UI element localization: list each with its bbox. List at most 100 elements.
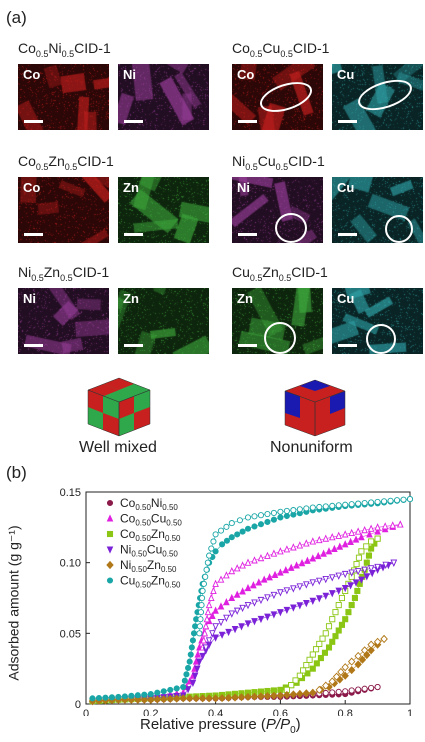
legend-label: Ni0.50Zn0.50 [120,558,177,574]
data-point-desorption [315,535,323,544]
x-tick-label: 0.6 [273,708,288,716]
legend-label-part: 0.50 [162,550,178,559]
data-point-desorption [270,591,278,600]
data-point-adsorption [244,525,252,532]
data-point-adsorption [298,558,306,567]
data-point-adsorption [341,585,349,593]
data-point-adsorption [183,671,190,678]
data-point-desorption [197,616,204,623]
data-point-adsorption [218,693,226,703]
data-point-adsorption [331,544,338,553]
nonuniform-cube-icon [284,379,346,437]
data-point-adsorption [322,592,330,600]
data-point-desorption [389,521,397,529]
data-point-desorption [303,505,310,512]
x-axis-label-variable: P/P [265,716,291,733]
data-point-desorption [322,681,330,690]
data-point-desorption [296,672,303,679]
data-point-adsorption [257,615,265,624]
legend-label-part: 0.50 [135,534,151,543]
data-point-desorption [380,634,388,644]
data-point-adsorption [95,694,103,702]
data-point-adsorption [189,679,197,687]
data-point-adsorption [363,573,371,581]
eds-map-element-label: Zn [237,291,253,306]
data-point-desorption [212,579,219,587]
data-point-adsorption [212,606,219,614]
data-point-desorption [361,525,368,534]
legend-label-part: 0.50 [162,503,178,512]
data-point-adsorption [166,694,174,703]
data-point-desorption [205,637,213,645]
data-point-adsorption [358,576,365,584]
sample-suffix: CID-1 [72,264,110,280]
data-point-desorption [322,630,329,637]
data-point-desorption [348,501,355,508]
data-point-desorption [381,498,388,505]
data-point-desorption [270,549,278,557]
eds-map-element-label: Ni [123,67,136,82]
data-point-adsorption [219,541,226,548]
data-point-desorption [309,579,317,587]
data-point-desorption [206,552,213,559]
data-point-desorption [199,587,206,594]
data-point-adsorption [315,595,323,603]
data-point-adsorption [335,587,343,595]
data-point-desorption [303,539,310,547]
scale-bar [238,233,257,236]
series-line-desorption [202,524,401,648]
sample-element-2: Cu [257,153,276,169]
data-point-desorption [290,585,297,593]
eds-map-zn: Zn [118,288,209,354]
scale-bar [338,344,357,347]
eds-map-cu: Cu [332,288,423,354]
data-point-adsorption [250,692,259,701]
data-point-adsorption [250,581,257,589]
data-point-adsorption [354,660,362,669]
legend-label-part: 0.50 [135,519,151,528]
data-point-adsorption [264,613,271,621]
data-point-desorption [374,498,381,505]
data-point-adsorption [189,637,196,644]
data-point-desorption [283,507,290,514]
data-point-adsorption [374,527,381,535]
data-point-adsorption [264,518,271,526]
data-point-desorption [223,614,230,622]
sample-element-2: Zn [48,153,65,169]
data-point-desorption [212,623,219,631]
data-point-desorption [361,685,368,692]
sample-title: Co0.5Cu0.5CID-1 [232,40,329,59]
data-point-adsorption [379,564,387,572]
data-point-adsorption [224,693,233,702]
data-point-desorption [355,554,363,561]
data-point-desorption [382,561,389,569]
data-point-desorption [374,523,381,531]
data-point-desorption [329,689,336,696]
data-point-desorption [361,566,368,574]
data-point-adsorption [128,692,135,699]
data-point-adsorption [218,631,226,639]
legend-marker [106,577,114,584]
data-point-adsorption [199,652,206,661]
scale-bar [238,120,257,123]
legend-label-part: 0.50 [131,550,147,559]
data-point-adsorption [342,616,349,623]
data-point-adsorption [317,655,324,662]
sample-stoich-1: 0.5 [249,48,263,59]
data-point-desorption [296,541,304,549]
data-point-desorption [360,646,369,655]
data-point-adsorption [231,626,239,634]
scale-bar [338,233,357,236]
data-point-desorption [342,501,349,508]
data-point-adsorption [289,690,298,699]
sample-stoich-1: 0.5 [35,48,49,59]
legend-label-part: Co [120,527,136,541]
data-point-adsorption [313,660,320,667]
sample-element-2: Zn [262,264,279,280]
data-point-adsorption [329,638,336,645]
legend-label: Ni0.50Cu0.50 [120,543,178,559]
data-point-adsorption [257,521,265,528]
legend-label-part: 0.50 [165,581,181,590]
data-point-adsorption [328,590,336,598]
data-point-adsorption [366,530,373,538]
